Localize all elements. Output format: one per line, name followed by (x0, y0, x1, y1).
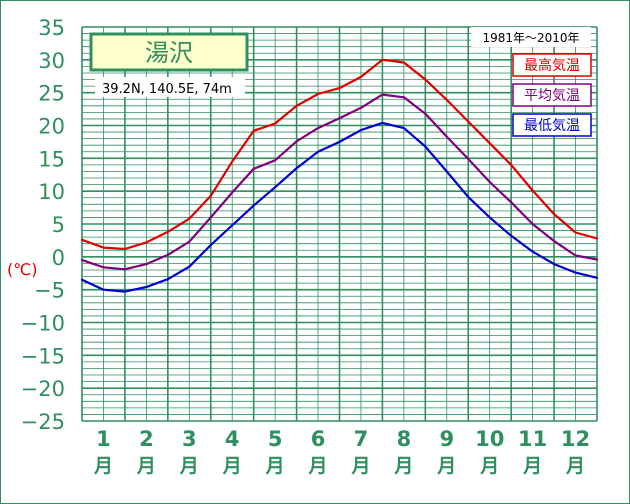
x-tick-month-number: 10 (475, 427, 504, 451)
x-tick-month-unit: 月 (136, 455, 156, 477)
legend-label: 最高気温 (524, 57, 580, 74)
x-tick-month-unit: 月 (179, 455, 199, 477)
x-tick-month-number: 12 (561, 427, 590, 451)
series-line (80, 93, 599, 271)
x-tick-month-number: 9 (439, 427, 454, 451)
period-box (471, 27, 591, 47)
x-tick-month-number: 1 (96, 427, 111, 451)
x-tick-month-unit: 月 (565, 455, 585, 477)
y-axis: 35 30 25 20 15 10 5 0 −5 −10 −15 −20 −25 (21, 16, 65, 434)
legend-box (512, 113, 592, 137)
legend-label: 平均気温 (524, 88, 580, 104)
x-tick-month-number: 5 (268, 427, 283, 451)
series-lines (80, 58, 599, 293)
y-tick-label: −5 (34, 279, 65, 303)
x-tick-month-number: 7 (354, 427, 369, 451)
x-axis: 1 月 2 月 3 月 4 月 5 月 6 月 7 月 8 月 9 月 10 月 11 月 12 月 (93, 427, 590, 477)
x-tick-month-number: 4 (225, 427, 240, 451)
x-tick-month-unit: 月 (393, 455, 413, 477)
series-line (80, 121, 599, 293)
location-box: 39.2N, 140.5E, 74m (95, 77, 245, 97)
x-tick-month-number: 8 (397, 427, 412, 451)
y-tick-label: −25 (21, 410, 65, 434)
title-box-frame (89, 32, 249, 72)
x-tick-month-unit: 月 (436, 455, 456, 477)
location-box-bg (95, 77, 245, 97)
y-tick-label: −20 (21, 377, 65, 401)
x-tick-month-number: 3 (182, 427, 197, 451)
chart-title: 湯沢 (145, 39, 193, 67)
x-tick-month-unit: 月 (522, 455, 542, 477)
y-tick-label: −15 (21, 344, 65, 368)
y-tick-label: 25 (38, 82, 65, 106)
period-label: 1981年〜2010年 (482, 31, 579, 45)
legend-box (512, 83, 592, 107)
x-tick-month-unit: 月 (350, 455, 370, 477)
location-label: 39.2N, 140.5E, 74m (102, 82, 232, 97)
series-line (80, 58, 599, 251)
x-tick-month-unit: 月 (308, 455, 328, 477)
y-tick-label: 30 (38, 49, 65, 73)
x-tick-month-number: 2 (139, 427, 154, 451)
x-tick-month-unit: 月 (222, 455, 242, 477)
x-tick-month-unit: 月 (93, 455, 113, 477)
x-tick-month-number: 11 (518, 427, 547, 451)
y-tick-label: 15 (38, 147, 65, 171)
y-tick-label: 35 (38, 16, 65, 40)
y-tick-label: 10 (38, 180, 65, 204)
y-tick-label: −10 (21, 312, 65, 336)
x-tick-month-unit: 月 (265, 455, 285, 477)
y-axis-unit: (℃) (7, 260, 37, 279)
x-tick-month-number: 6 (311, 427, 326, 451)
legend-label: 最低気温 (524, 118, 580, 134)
title-box: 湯沢 (89, 32, 249, 72)
grid (81, 26, 598, 422)
x-tick-month-unit: 月 (479, 455, 499, 477)
y-tick-label: 0 (52, 246, 65, 270)
y-tick-label: 5 (52, 213, 65, 237)
legend-box (512, 53, 592, 77)
y-tick-label: 20 (38, 115, 65, 139)
